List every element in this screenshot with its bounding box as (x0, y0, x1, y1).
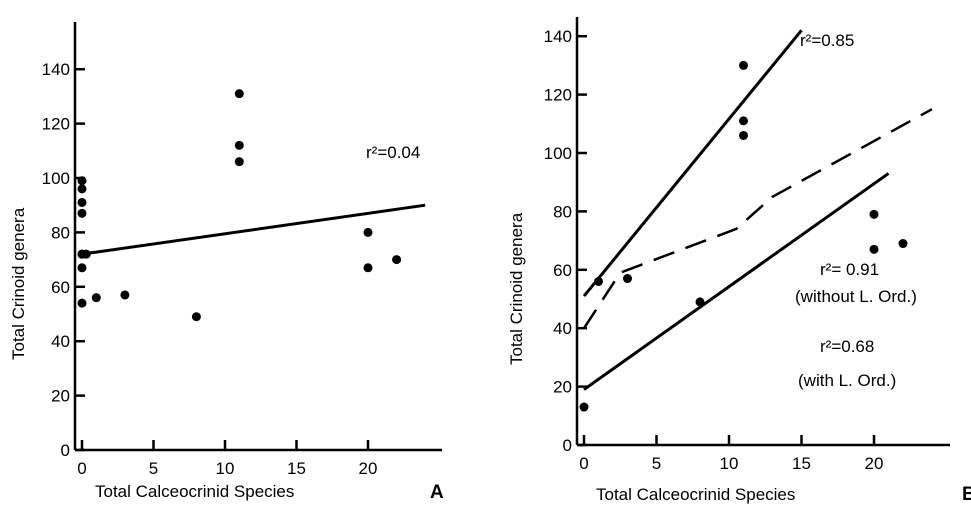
panel-b-y-tick-label: 60 (553, 261, 572, 280)
panel-a-y-tick-label: 40 (51, 332, 70, 351)
panel-b-x-tick-label: 5 (652, 454, 661, 473)
panel-b-y-tick-label: 120 (544, 86, 572, 105)
panel-b-data-point (579, 402, 589, 412)
panel-b-x-tick-label: 20 (865, 454, 884, 473)
panel-a-y-tick-label: 60 (51, 278, 70, 297)
panel-b-points (579, 60, 908, 412)
panel-b-x-axis-label: Total Calceocrinid Species (596, 485, 795, 504)
panel-b-r2-lower-note: (with L. Ord.) (798, 371, 896, 390)
panel-b-fit-line-3 (583, 172, 890, 391)
panel-a-y-tick-label: 120 (42, 115, 70, 134)
panel-a-x-tick-label: 20 (359, 459, 378, 478)
panel-b-r2-upper-label: r²=0.85 (800, 31, 854, 50)
panel-b-data-point (869, 244, 879, 254)
panel-b-data-point (869, 209, 879, 219)
panel-a-data-point (77, 208, 87, 218)
panel-b-y-tick-label: 0 (563, 436, 572, 455)
panel-b-y-axis-label: Total Crinoid genera (507, 212, 526, 365)
panel-a-y-tick-label: 100 (42, 169, 70, 188)
panel-a-x-tick-label: 10 (216, 459, 235, 478)
panel-b-data-point (739, 60, 748, 70)
panel-a-y-tick-label: 80 (51, 223, 70, 242)
panel-a-fit-lines (81, 203, 426, 256)
panel-b-data-point (739, 130, 748, 140)
panel-b-fit-lines (582, 29, 933, 391)
panel-a-data-point (234, 157, 244, 167)
panel-b-y-tick-label: 20 (553, 378, 572, 397)
panel-b-fit-line-1 (582, 29, 803, 298)
panel-a-data-point (77, 298, 87, 308)
panel-a-data-point (363, 227, 373, 237)
panel-a-data-point (77, 184, 87, 194)
panel-a-data-point (81, 249, 91, 259)
panel-b-ticks: 0 20 40 60 80 100 120 140 0 5 10 15 20 (544, 27, 884, 473)
panel-a-data-point (191, 312, 201, 322)
panel-a-y-tick-label: 140 (42, 60, 70, 79)
panel-b-r2-lower-label: r²=0.68 (820, 337, 874, 356)
panel-a-ticks: 0 20 40 60 80 100 120 140 0 5 10 15 20 (42, 60, 378, 478)
panel-a-y-tick-label: 20 (51, 387, 70, 406)
panel-b: 0 20 40 60 80 100 120 140 0 5 10 15 20 r²=0.85 r²= 0… (507, 17, 971, 505)
panel-a-data-point (77, 176, 87, 186)
panel-a-data-point (77, 197, 87, 207)
panel-a-data-point (363, 263, 373, 273)
panel-a-y-tick-label: 0 (61, 441, 70, 460)
panel-b-y-tick-label: 80 (553, 202, 572, 221)
panel-a-y-axis-label: Total Crinoid genera (9, 207, 28, 360)
panel-b-data-point (623, 274, 632, 284)
panel-b-y-tick-label: 40 (553, 319, 572, 338)
panel-b-x-tick-label: 15 (792, 454, 811, 473)
panel-a-data-point (77, 263, 87, 273)
panel-b-x-tick-label: 10 (720, 454, 739, 473)
panel-b-data-point (898, 239, 908, 249)
panel-a-letter: A (430, 482, 444, 503)
panel-a-r2-label: r²=0.04 (366, 143, 420, 162)
panel-a: 0 20 40 60 80 100 120 140 0 5 10 15 20 r²=0.04 Total… (9, 22, 444, 503)
panel-b-r2-dashed-note: (without L. Ord.) (795, 287, 917, 306)
panel-b-fit-line-2 (582, 108, 933, 329)
panel-b-x-tick-label: 0 (579, 454, 588, 473)
panel-a-x-axis-label: Total Calceocrinid Species (95, 482, 294, 501)
panel-a-data-point (120, 290, 130, 300)
panel-a-data-point (234, 89, 244, 99)
panel-b-data-point (594, 276, 603, 286)
panel-b-y-tick-label: 140 (544, 27, 572, 46)
panel-a-data-point (234, 140, 244, 150)
panel-a-x-tick-label: 5 (149, 459, 158, 478)
panel-b-letter: B (962, 484, 971, 505)
panel-a-fit-line-1 (81, 203, 426, 256)
panel-a-data-point (91, 293, 101, 303)
panel-b-data-point (695, 297, 705, 307)
panel-b-r2-dashed-label: r²= 0.91 (820, 260, 879, 279)
panel-b-data-point (739, 116, 748, 126)
panel-a-data-point (392, 255, 402, 265)
panel-a-points (77, 89, 402, 322)
panel-b-y-tick-label: 100 (544, 144, 572, 163)
panel-a-x-tick-label: 0 (77, 459, 86, 478)
panel-a-x-tick-label: 15 (287, 459, 306, 478)
